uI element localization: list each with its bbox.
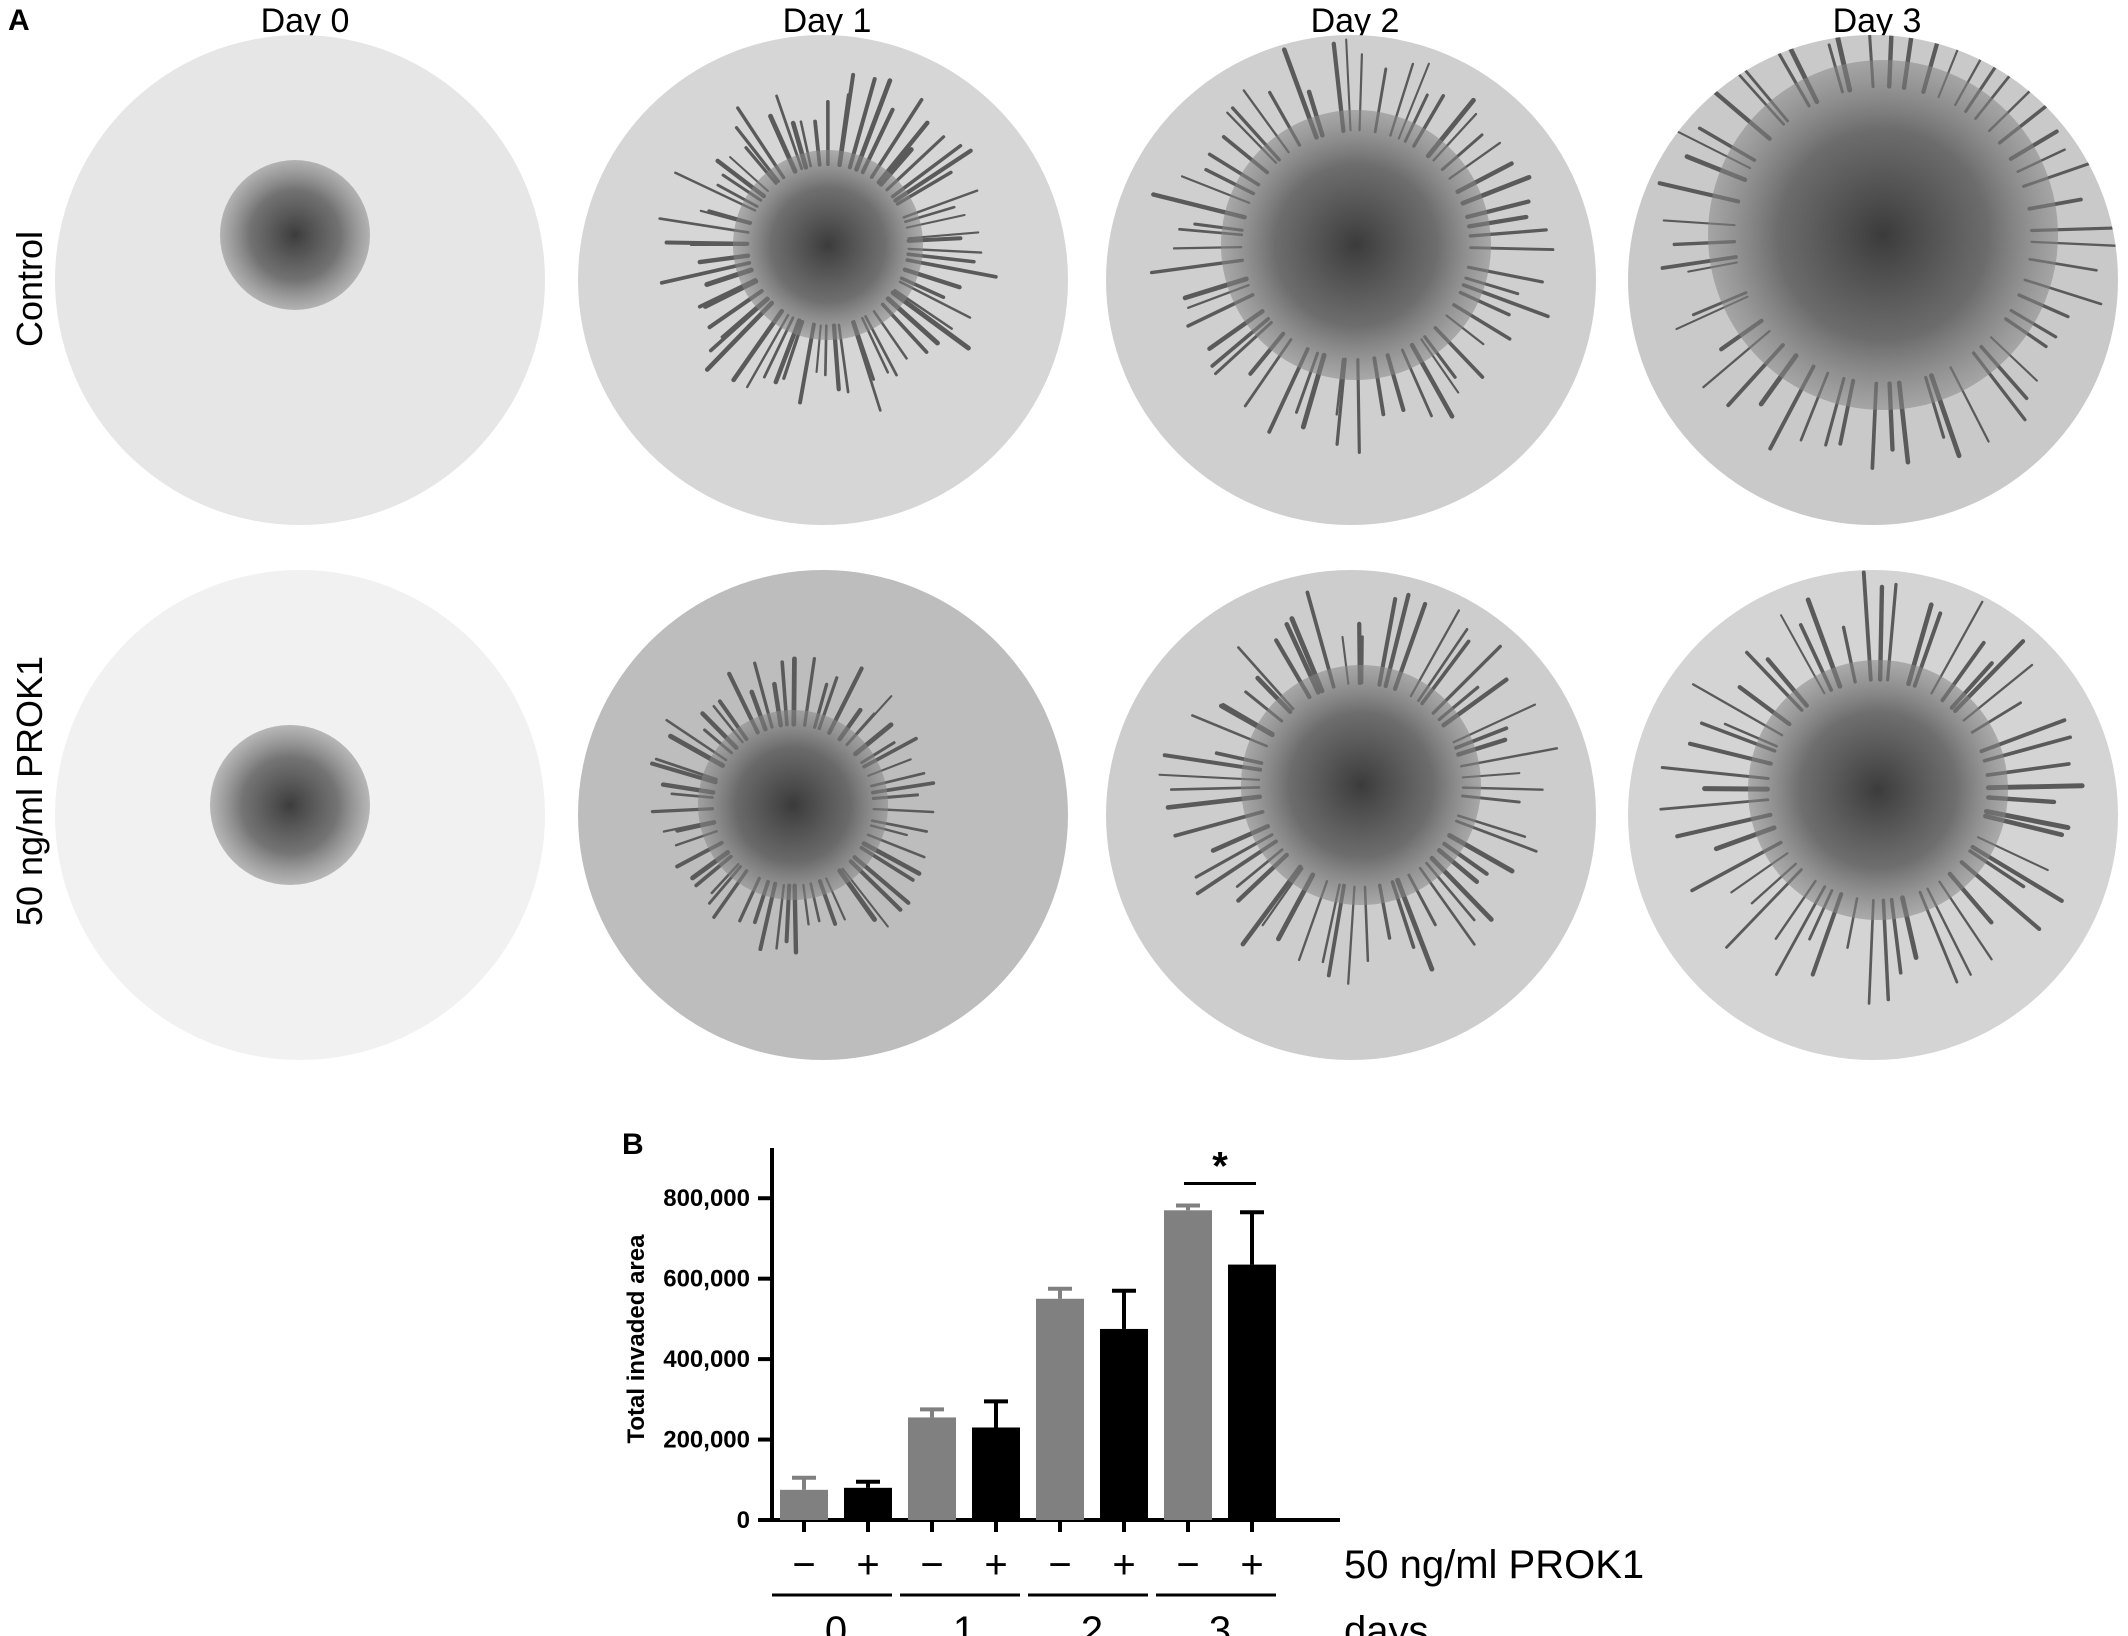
y-tick-label: 600,000: [663, 1266, 750, 1293]
micrograph-image: [578, 35, 1068, 525]
micrograph-image: [55, 35, 545, 525]
micrograph-image: [1628, 570, 2118, 1060]
column-label-day-1: Day 1: [782, 2, 872, 40]
micrograph-image: [55, 570, 545, 1060]
treatment-axis-label: 50 ng/ml PROK1: [1344, 1543, 1644, 1587]
treatment-sign-label: +: [1112, 1543, 1135, 1587]
treatment-sign-label: −: [920, 1543, 943, 1587]
significance-marker: *: [1212, 1144, 1228, 1188]
chart-axes: 0 200,000 400,000 600,000 800,000 Total invad…: [623, 1148, 1340, 1534]
treatment-sign-label: −: [1176, 1543, 1199, 1587]
invaded-area-bar-chart: 0 200,000 400,000 600,000 800,000 Total invad…: [623, 1144, 1644, 1636]
panel-b-letter: B: [622, 1128, 644, 1161]
bar: [972, 1427, 1020, 1520]
bar: [1228, 1264, 1276, 1520]
treatment-sign-label: −: [792, 1543, 815, 1587]
bar: [1164, 1210, 1212, 1520]
y-tick-label: 800,000: [663, 1185, 750, 1212]
column-label-day-2: Day 2: [1310, 2, 1400, 40]
micrograph-image: [578, 570, 1068, 1060]
y-tick-label: 200,000: [663, 1427, 750, 1454]
day-category-label: 1: [953, 1609, 975, 1636]
y-tick-label: 0: [737, 1507, 750, 1534]
bar: [780, 1489, 828, 1520]
y-tick-label: 400,000: [663, 1346, 750, 1373]
micrograph-image: [1628, 35, 2118, 525]
treatment-sign-label: +: [984, 1543, 1007, 1587]
row-label-prok1: 50 ng/ml PROK1: [9, 655, 50, 927]
day-category-label: 0: [825, 1609, 847, 1636]
column-label-day-3: Day 3: [1832, 2, 1922, 40]
treatment-sign-label: +: [856, 1543, 879, 1587]
day-category-label: 3: [1209, 1609, 1231, 1636]
bar: [1100, 1328, 1148, 1520]
chart-bars: [780, 1203, 1276, 1520]
bar: [844, 1487, 892, 1520]
column-label-day-0: Day 0: [260, 2, 350, 40]
day-category-label: 2: [1081, 1609, 1103, 1636]
micrograph-image: [1106, 35, 1596, 525]
micrograph-image: [1106, 570, 1596, 1060]
days-axis-label: days: [1344, 1609, 1429, 1636]
treatment-sign-label: −: [1048, 1543, 1071, 1587]
y-axis-label: Total invaded area: [623, 1234, 650, 1444]
treatment-sign-label: +: [1240, 1543, 1263, 1587]
row-label-control: Control: [9, 230, 50, 348]
bar: [1036, 1298, 1084, 1520]
panel-a-letter: A: [8, 4, 30, 37]
bar: [908, 1417, 956, 1520]
